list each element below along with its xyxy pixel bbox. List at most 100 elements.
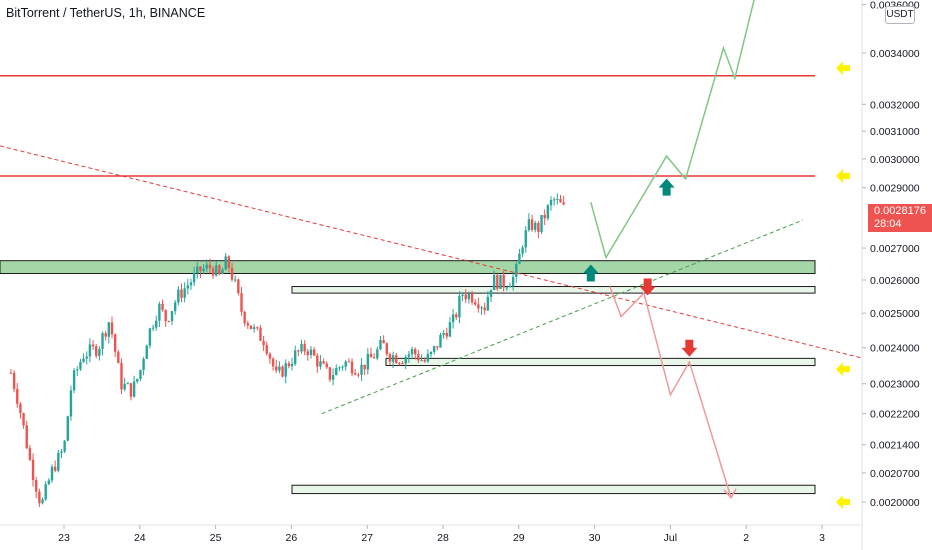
candle-body [464,294,467,300]
candle-body [9,372,13,374]
price-tick-label: 0.0032000 [870,99,920,111]
candle-body [407,354,411,357]
candle-body [259,327,262,341]
candle-body [69,390,73,417]
green-zone [0,260,816,275]
marker-arrow-icon [836,362,850,377]
candle-body [205,264,208,269]
candle-body [458,295,461,318]
candle-body [391,355,395,362]
candle-body [230,267,234,280]
candle-body [126,383,129,385]
candle-body [132,381,136,397]
candle-body [31,459,35,480]
candle-body [474,302,477,305]
candle-body [170,311,174,322]
price-tick-label: 0.0026000 [870,275,920,287]
candle-body [543,215,546,219]
candle-body [350,361,354,374]
price-axis[interactable]: 0.0036000 0.0034000 0.0032000 0.0031000 0.00… [862,0,920,509]
candle-body [256,327,259,329]
candle-body [208,264,212,269]
candle-body [53,466,57,471]
time-tick-label: 27 [361,532,373,544]
candle-body [293,350,297,364]
candle-body [107,322,111,337]
candle-body [496,274,499,289]
candle-body [448,322,452,337]
candle-body [120,363,123,390]
candle-body [483,307,486,311]
candle-body [57,452,60,471]
candle-body [562,202,565,205]
candle-body [360,364,363,375]
time-axis[interactable]: 23 24 25 26 27 28 29 30 Jul 2 3 [58,525,825,544]
candle-body [199,266,202,272]
candle-body [527,219,531,231]
candle-body [423,360,426,362]
candle-body [164,309,167,321]
price-tick-label: 0.0034000 [870,48,920,60]
price-tick-label: 0.0027000 [870,243,920,255]
candle-body [328,367,332,380]
candle-body [436,346,439,348]
candle-body [44,484,47,500]
currency-badge[interactable]: USDT [885,6,915,24]
candle-body [338,367,341,369]
candle-body [22,413,25,426]
ascending-trendline [321,219,804,415]
candle-body [123,383,126,390]
candle-body [420,360,423,362]
candle-body [534,222,537,230]
candle-body [262,340,265,346]
price-tick-label: 0.0021400 [870,440,920,452]
time-tick-label: 29 [513,532,525,544]
candle-body [388,354,392,362]
candle-body [369,353,373,358]
candle-body [167,320,171,322]
time-tick-label: 24 [134,532,146,544]
candle-body [117,351,120,364]
candle-body [151,327,155,329]
candle-body [12,372,16,389]
candle-body [173,302,177,312]
candle-body [306,351,310,356]
marker-arrow-icon [836,61,850,76]
down-arrow-icon [681,339,698,357]
candle-body [385,343,388,355]
candle-body [284,363,287,377]
time-tick-label: Jul [664,532,677,544]
candle-body [410,349,414,355]
candle-body [521,247,524,254]
candle-body [287,363,291,367]
candle-body [445,333,448,337]
candle-body [515,264,518,277]
price-tick-label: 0.0031000 [870,126,920,138]
candle-body [300,343,303,352]
candle-body [101,333,104,349]
time-tick-label: 2 [743,532,749,544]
candle-body [432,346,436,352]
last-price-label: 0.0028176 28:04 [868,204,932,232]
candle-body [309,349,313,356]
candle-body [379,340,382,350]
candle-body [404,356,407,364]
marker-arrow-icon [836,169,850,184]
candle-body [202,268,205,272]
candle-body [79,361,82,370]
candle-body [353,373,357,375]
candle-body [72,370,76,391]
candle-body [237,279,240,294]
candle-body [316,355,319,367]
candle-body [335,368,338,376]
candle-body [297,350,300,352]
candle-body [186,285,190,289]
candle-body [312,349,316,356]
time-tick-label: 23 [58,532,70,544]
candle-body [429,351,433,355]
candle-body [331,375,335,380]
bullish-projection-path [590,0,755,260]
candle-body [158,303,161,321]
candle-body [91,344,95,347]
